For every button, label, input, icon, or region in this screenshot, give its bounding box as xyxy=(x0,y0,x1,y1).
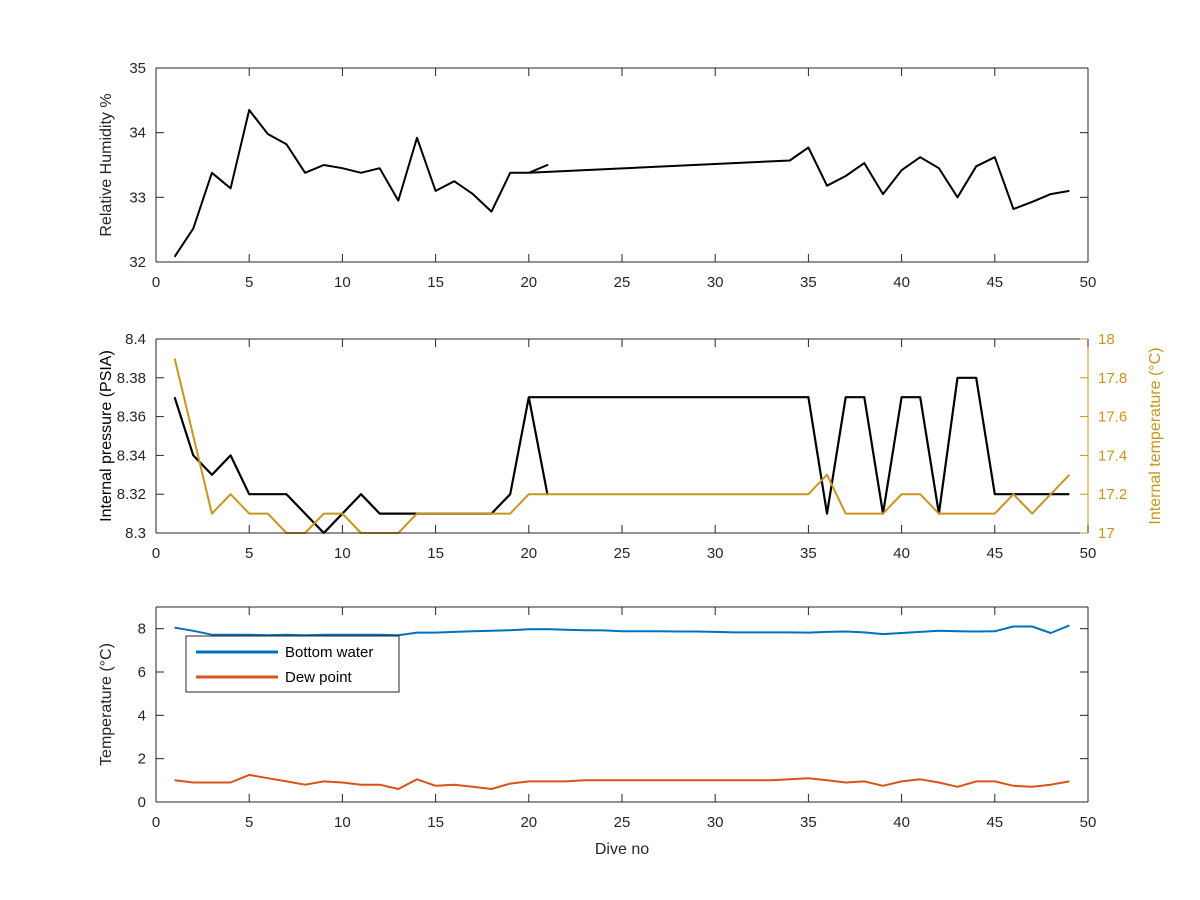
x-tick-label: 40 xyxy=(893,814,910,831)
x-tick-label: 10 xyxy=(334,814,351,831)
y-tick-label: 8.36 xyxy=(117,409,146,426)
y-tick-label-right: 18 xyxy=(1098,331,1115,348)
y-tick-label: 35 xyxy=(129,60,146,77)
y-tick-label: 6 xyxy=(138,664,146,681)
x-tick-label: 0 xyxy=(152,814,160,831)
y-tick-label: 8 xyxy=(138,621,146,638)
x-tick-label: 5 xyxy=(245,545,253,562)
x-tick-label: 15 xyxy=(427,545,444,562)
subplot-2: 0 5 10 15 20 25 30 35 40 45 50 8.3 8.32 8.34 8.36 8.38 8… xyxy=(98,331,1164,562)
y-axis-label: Relative Humidity % xyxy=(98,93,115,236)
x-tick-label: 30 xyxy=(707,545,724,562)
x-tick-label: 40 xyxy=(893,274,910,291)
legend-box xyxy=(185,635,400,693)
x-tick-label: 15 xyxy=(427,274,444,291)
x-tick-label: 30 xyxy=(707,814,724,831)
x-tick-label: 25 xyxy=(614,814,631,831)
x-tick-label: 20 xyxy=(520,274,537,291)
y-tick-label-right: 17 xyxy=(1098,525,1115,542)
series-line-bottom-water xyxy=(174,624,1070,637)
legend-label: Dew point xyxy=(285,669,353,686)
series-line-right-2 xyxy=(173,358,1071,534)
series-line-left-1 xyxy=(173,376,1070,535)
x-tick-label: 0 xyxy=(152,545,160,562)
x-tick-label: 5 xyxy=(245,814,253,831)
plot-area xyxy=(156,339,1088,533)
x-tick-label: 50 xyxy=(1080,545,1097,562)
y-tick-label: 34 xyxy=(129,125,146,142)
series-line-dew-point xyxy=(174,773,1070,790)
subplot-3: 0 5 10 15 20 25 30 35 40 45 50 0 2 4 6 8 Temperature (°C… xyxy=(98,606,1097,858)
x-tick-label: 20 xyxy=(520,545,537,562)
x-tick-label: 5 xyxy=(245,274,253,291)
x-tick-label: 25 xyxy=(614,274,631,291)
x-tick-label: 35 xyxy=(800,274,817,291)
x-tick-label: 45 xyxy=(986,814,1003,831)
x-tick-label: 35 xyxy=(800,545,817,562)
x-axis-label: Dive no xyxy=(595,841,649,858)
x-tick-label: 0 xyxy=(152,274,160,291)
x-tick-label: 40 xyxy=(893,545,910,562)
series-line-line-1 xyxy=(173,109,1070,258)
x-tick-label: 20 xyxy=(520,814,537,831)
y-tick-label-right: 17.8 xyxy=(1098,370,1127,387)
x-tick-label: 35 xyxy=(800,814,817,831)
y-tick-label-right: 17.2 xyxy=(1098,486,1127,503)
plot-area xyxy=(156,68,1088,262)
y-tick-label: 2 xyxy=(138,751,146,768)
y-tick-label: 8.3 xyxy=(125,525,146,542)
y-axis-label: Temperature (°C) xyxy=(98,643,115,766)
x-tick-label: 50 xyxy=(1080,814,1097,831)
x-tick-label: 45 xyxy=(986,545,1003,562)
y-axis-label-right: Internal temperature (°C) xyxy=(1147,347,1164,524)
x-tick-label: 15 xyxy=(427,814,444,831)
legend-label: Bottom water xyxy=(285,644,373,661)
y-tick-label-right: 17.4 xyxy=(1098,447,1127,464)
x-tick-label: 25 xyxy=(614,545,631,562)
y-tick-label: 4 xyxy=(138,707,146,724)
y-tick-label: 33 xyxy=(129,189,146,206)
x-tick-label: 50 xyxy=(1080,274,1097,291)
x-tick-label: 30 xyxy=(707,274,724,291)
y-tick-label-right: 17.6 xyxy=(1098,409,1127,426)
y-tick-label: 8.34 xyxy=(117,447,146,464)
y-tick-label: 8.38 xyxy=(117,370,146,387)
x-tick-label: 45 xyxy=(986,274,1003,291)
subplot-1: 0 5 10 15 20 25 30 35 40 45 50 32 33 34 35 Relative Hum… xyxy=(98,60,1096,291)
x-tick-label: 10 xyxy=(334,274,351,291)
y-tick-label: 32 xyxy=(129,254,146,271)
y-tick-label: 8.4 xyxy=(125,331,146,348)
y-axis-label: Internal pressure (PSIA) xyxy=(98,350,115,522)
y-tick-label: 0 xyxy=(138,794,146,811)
legend: Bottom water Dew point xyxy=(185,635,400,693)
y-tick-label: 8.32 xyxy=(117,486,146,503)
x-tick-label: 10 xyxy=(334,545,351,562)
